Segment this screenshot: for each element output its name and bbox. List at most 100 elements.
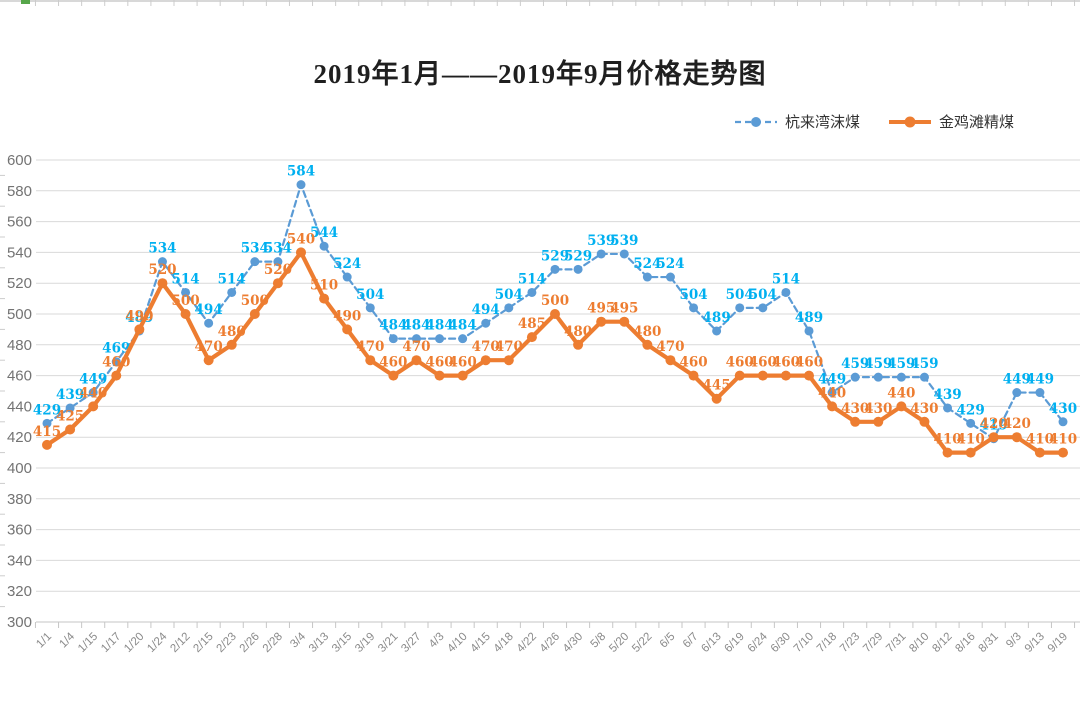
- svg-text:484: 484: [449, 318, 477, 334]
- svg-text:2/28: 2/28: [261, 631, 285, 655]
- svg-text:380: 380: [7, 491, 32, 508]
- svg-text:449: 449: [818, 372, 846, 388]
- svg-text:1/24: 1/24: [145, 630, 170, 655]
- svg-text:6/13: 6/13: [699, 631, 723, 655]
- svg-text:470: 470: [472, 339, 500, 355]
- svg-text:1/20: 1/20: [122, 631, 146, 655]
- svg-text:410: 410: [1049, 432, 1077, 448]
- svg-text:489: 489: [703, 310, 731, 326]
- svg-text:3/15: 3/15: [330, 631, 354, 655]
- svg-text:460: 460: [425, 355, 453, 371]
- svg-text:2/15: 2/15: [191, 631, 215, 655]
- left-edge-ticks: [0, 174, 5, 608]
- svg-text:2/23: 2/23: [215, 631, 239, 655]
- svg-text:504: 504: [356, 287, 384, 303]
- svg-text:440: 440: [887, 385, 915, 401]
- svg-text:9/13: 9/13: [1023, 631, 1047, 655]
- svg-text:430: 430: [1049, 401, 1077, 417]
- series-jinjitan: [42, 247, 1068, 458]
- svg-text:514: 514: [171, 271, 199, 287]
- svg-text:510: 510: [310, 278, 338, 294]
- series-labels-hanglaiwan: 4294394494694895345144945145345345845445…: [33, 164, 1077, 434]
- svg-text:459: 459: [910, 356, 938, 372]
- svg-text:460: 460: [726, 355, 754, 371]
- svg-text:600: 600: [7, 152, 32, 169]
- svg-text:4/15: 4/15: [469, 631, 493, 655]
- svg-text:460: 460: [449, 355, 477, 371]
- svg-text:560: 560: [7, 214, 32, 231]
- svg-text:440: 440: [818, 385, 846, 401]
- svg-text:504: 504: [726, 287, 754, 303]
- svg-text:500: 500: [171, 293, 199, 309]
- svg-text:440: 440: [79, 385, 107, 401]
- svg-text:2/12: 2/12: [168, 631, 192, 655]
- svg-text:500: 500: [7, 306, 32, 323]
- svg-text:445: 445: [703, 378, 731, 394]
- svg-text:449: 449: [1003, 372, 1031, 388]
- svg-text:300: 300: [7, 614, 32, 631]
- svg-text:460: 460: [679, 355, 707, 371]
- svg-text:449: 449: [1026, 372, 1054, 388]
- svg-text:500: 500: [241, 293, 269, 309]
- solid-line-marker-icon: [888, 116, 931, 127]
- svg-text:529: 529: [564, 248, 592, 264]
- svg-text:484: 484: [379, 318, 407, 334]
- svg-text:6/24: 6/24: [746, 630, 771, 655]
- svg-text:6/5: 6/5: [658, 631, 678, 651]
- green-cell-marker: [21, 0, 30, 4]
- gridlines: [36, 159, 1080, 592]
- svg-text:489: 489: [795, 310, 823, 326]
- svg-text:1/17: 1/17: [99, 631, 123, 655]
- svg-text:4/26: 4/26: [538, 631, 562, 655]
- svg-text:449: 449: [79, 372, 107, 388]
- svg-text:540: 540: [287, 231, 315, 247]
- svg-text:460: 460: [379, 355, 407, 371]
- svg-text:470: 470: [402, 339, 430, 355]
- svg-text:415: 415: [33, 424, 61, 440]
- svg-text:524: 524: [656, 256, 684, 272]
- svg-text:470: 470: [356, 339, 384, 355]
- svg-text:495: 495: [610, 301, 638, 317]
- legend-item-jinjitan[interactable]: 金鸡滩精煤: [888, 111, 1014, 132]
- svg-text:410: 410: [957, 432, 985, 448]
- legend-item-hanglaiwan[interactable]: 杭来湾沫煤: [734, 111, 860, 132]
- svg-text:584: 584: [287, 164, 315, 180]
- svg-text:514: 514: [218, 271, 246, 287]
- svg-text:469: 469: [102, 341, 130, 357]
- svg-text:504: 504: [495, 287, 523, 303]
- svg-text:539: 539: [610, 233, 638, 249]
- svg-text:429: 429: [33, 402, 61, 418]
- legend-label-jinjitan: 金鸡滩精煤: [938, 114, 1014, 131]
- svg-text:5/8: 5/8: [589, 631, 609, 651]
- svg-text:8/31: 8/31: [977, 631, 1001, 655]
- svg-text:539: 539: [587, 233, 615, 249]
- svg-text:6/19: 6/19: [723, 631, 747, 655]
- svg-text:8/10: 8/10: [907, 631, 931, 655]
- svg-text:7/29: 7/29: [861, 631, 885, 655]
- svg-text:534: 534: [241, 241, 269, 257]
- svg-text:490: 490: [125, 308, 153, 324]
- svg-text:7/23: 7/23: [838, 631, 862, 655]
- svg-text:6/7: 6/7: [681, 631, 701, 651]
- svg-text:460: 460: [7, 368, 32, 385]
- svg-text:1/15: 1/15: [76, 631, 100, 655]
- svg-text:420: 420: [7, 429, 32, 446]
- svg-text:460: 460: [795, 355, 823, 371]
- svg-text:439: 439: [933, 387, 961, 403]
- svg-text:534: 534: [264, 241, 292, 257]
- svg-text:484: 484: [402, 318, 430, 334]
- svg-text:480: 480: [633, 324, 661, 340]
- svg-text:7/31: 7/31: [884, 631, 908, 655]
- svg-text:459: 459: [841, 356, 869, 372]
- svg-text:440: 440: [7, 398, 32, 415]
- svg-text:459: 459: [864, 356, 892, 372]
- svg-text:4/10: 4/10: [445, 631, 469, 655]
- svg-text:534: 534: [148, 241, 176, 257]
- svg-text:524: 524: [633, 256, 661, 272]
- legend-label-hanglaiwan: 杭来湾沫煤: [784, 114, 860, 131]
- svg-text:495: 495: [587, 301, 615, 317]
- svg-text:425: 425: [56, 409, 84, 425]
- svg-text:480: 480: [7, 337, 32, 354]
- svg-text:430: 430: [864, 401, 892, 417]
